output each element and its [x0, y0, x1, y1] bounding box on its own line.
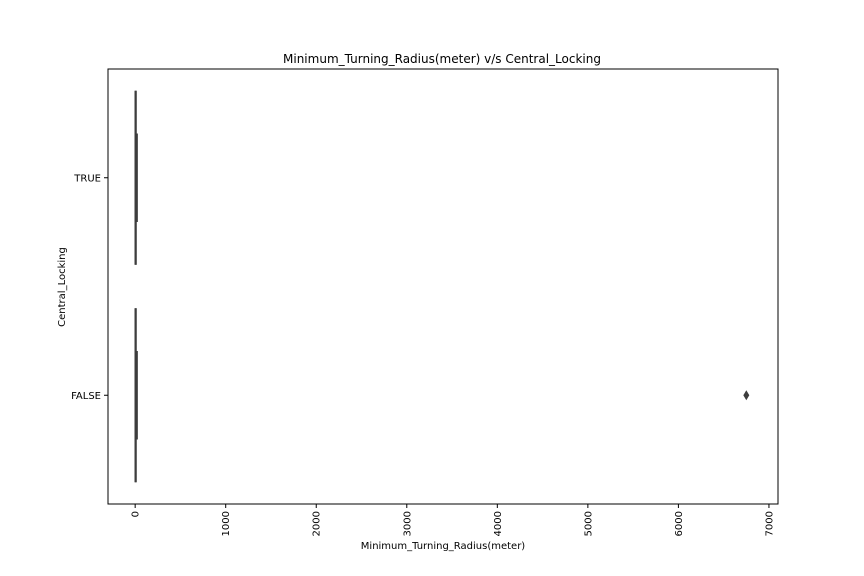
outlier-point [743, 390, 750, 401]
x-tick-label: 6000 [674, 511, 685, 536]
x-tick-label: 3000 [402, 511, 413, 536]
x-tick-label: 0 [131, 511, 142, 517]
y-tick-label: FALSE [71, 391, 101, 402]
plot-frame [107, 68, 779, 505]
box-false [134, 308, 750, 483]
y-axis-label: Central_Locking [57, 247, 68, 327]
chart-title: Minimum_Turning_Radius(meter) v/s Centra… [283, 52, 601, 66]
x-tick-label: 4000 [493, 511, 504, 536]
plot-area [134, 90, 750, 483]
x-tick-label: 5000 [583, 511, 594, 536]
box-true [134, 90, 138, 265]
y-tick-label: TRUE [73, 173, 101, 184]
y-axis: TRUE FALSE [71, 173, 108, 402]
x-tick-label: 1000 [221, 511, 232, 536]
x-axis-label: Minimum_Turning_Radius(meter) [361, 541, 526, 552]
x-tick-label: 7000 [764, 511, 775, 536]
x-axis: 0 1000 2000 3000 4000 5000 6000 7000 [131, 504, 775, 536]
x-tick-label: 2000 [312, 511, 323, 536]
